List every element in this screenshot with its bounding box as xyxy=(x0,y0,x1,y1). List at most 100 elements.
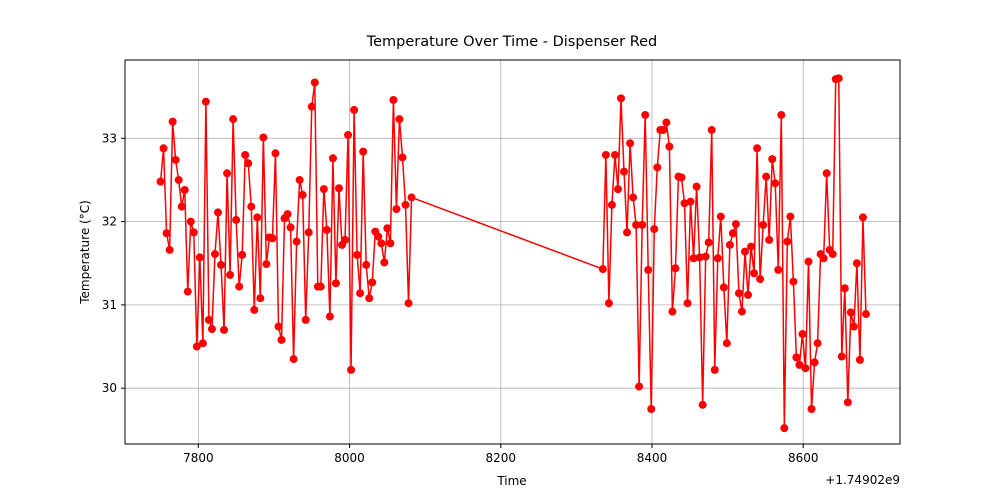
data-point xyxy=(383,224,392,233)
data-point xyxy=(353,250,362,259)
data-point xyxy=(801,364,810,373)
data-point xyxy=(407,193,416,202)
x-tick-label: 8200 xyxy=(486,451,517,465)
data-point xyxy=(283,210,292,219)
data-point xyxy=(198,339,207,348)
data-point xyxy=(207,325,216,334)
data-point xyxy=(277,335,286,344)
data-point xyxy=(162,229,171,238)
data-point xyxy=(683,299,692,308)
data-point xyxy=(253,213,262,222)
data-point xyxy=(365,294,374,303)
data-point xyxy=(189,228,198,237)
data-point xyxy=(759,220,768,229)
data-point xyxy=(168,117,177,126)
data-point xyxy=(232,215,241,224)
y-tick-label: 31 xyxy=(102,298,117,312)
data-point xyxy=(195,253,204,262)
data-point xyxy=(186,217,195,226)
data-point xyxy=(852,259,861,268)
data-point xyxy=(795,360,804,369)
data-point xyxy=(710,365,719,374)
data-point xyxy=(747,242,756,251)
data-point xyxy=(786,212,795,221)
data-point xyxy=(659,125,668,134)
data-point xyxy=(395,115,404,124)
data-point xyxy=(359,147,368,156)
data-point xyxy=(304,228,313,237)
data-point xyxy=(635,382,644,391)
data-point xyxy=(744,290,753,299)
data-point xyxy=(350,105,359,114)
data-point xyxy=(623,228,632,237)
data-point xyxy=(777,110,786,119)
y-tick-label: 33 xyxy=(102,131,117,145)
data-point xyxy=(298,190,307,199)
data-point xyxy=(638,220,647,229)
data-point xyxy=(256,294,265,303)
data-point xyxy=(217,260,226,269)
data-point xyxy=(392,205,401,214)
data-point xyxy=(840,284,849,293)
data-point xyxy=(262,260,271,269)
data-point xyxy=(653,163,662,172)
data-point xyxy=(662,118,671,127)
data-point xyxy=(677,173,686,182)
data-point xyxy=(768,155,777,164)
data-point xyxy=(165,245,174,254)
data-point xyxy=(214,208,222,217)
data-point xyxy=(707,125,716,134)
data-point xyxy=(220,325,229,334)
data-point xyxy=(813,339,822,348)
data-point xyxy=(201,97,210,106)
data-point xyxy=(855,355,864,364)
data-point xyxy=(753,144,762,153)
data-point xyxy=(626,139,635,148)
data-point xyxy=(846,308,855,317)
data-point xyxy=(401,200,410,209)
data-point xyxy=(334,184,343,193)
data-point xyxy=(344,130,353,139)
x-tick-label: 8600 xyxy=(788,451,819,465)
data-point xyxy=(289,355,298,364)
data-point xyxy=(325,312,334,321)
x-axis-label: Time xyxy=(496,474,526,488)
data-point xyxy=(192,342,201,351)
data-point xyxy=(183,287,192,296)
data-point xyxy=(810,358,819,367)
y-tick-label: 30 xyxy=(102,381,117,395)
data-point xyxy=(310,78,319,87)
chart-title: Temperature Over Time - Dispenser Red xyxy=(366,34,658,50)
data-point xyxy=(180,185,189,194)
data-point xyxy=(722,339,731,348)
data-point xyxy=(156,177,165,186)
data-point xyxy=(174,175,183,184)
data-point xyxy=(380,258,389,267)
data-point xyxy=(695,253,704,262)
data-point xyxy=(728,229,737,238)
data-point xyxy=(686,197,695,206)
x-tick-label: 7800 xyxy=(183,451,214,465)
data-point xyxy=(807,405,816,414)
data-point xyxy=(701,252,710,261)
x-tick-label: 8400 xyxy=(637,451,668,465)
data-point xyxy=(377,239,386,248)
data-point xyxy=(247,202,256,211)
data-point xyxy=(668,307,677,316)
data-point xyxy=(734,289,743,298)
data-point xyxy=(292,237,301,246)
data-point xyxy=(250,305,259,314)
data-point xyxy=(756,275,765,284)
data-point xyxy=(719,283,728,292)
data-point xyxy=(286,223,295,232)
data-point xyxy=(632,220,641,229)
data-point xyxy=(704,238,713,247)
data-point xyxy=(607,200,616,209)
data-point xyxy=(765,235,774,244)
data-point xyxy=(698,400,707,409)
data-point xyxy=(356,289,365,298)
data-point xyxy=(804,257,813,266)
data-point xyxy=(613,185,622,194)
data-point xyxy=(204,315,213,324)
